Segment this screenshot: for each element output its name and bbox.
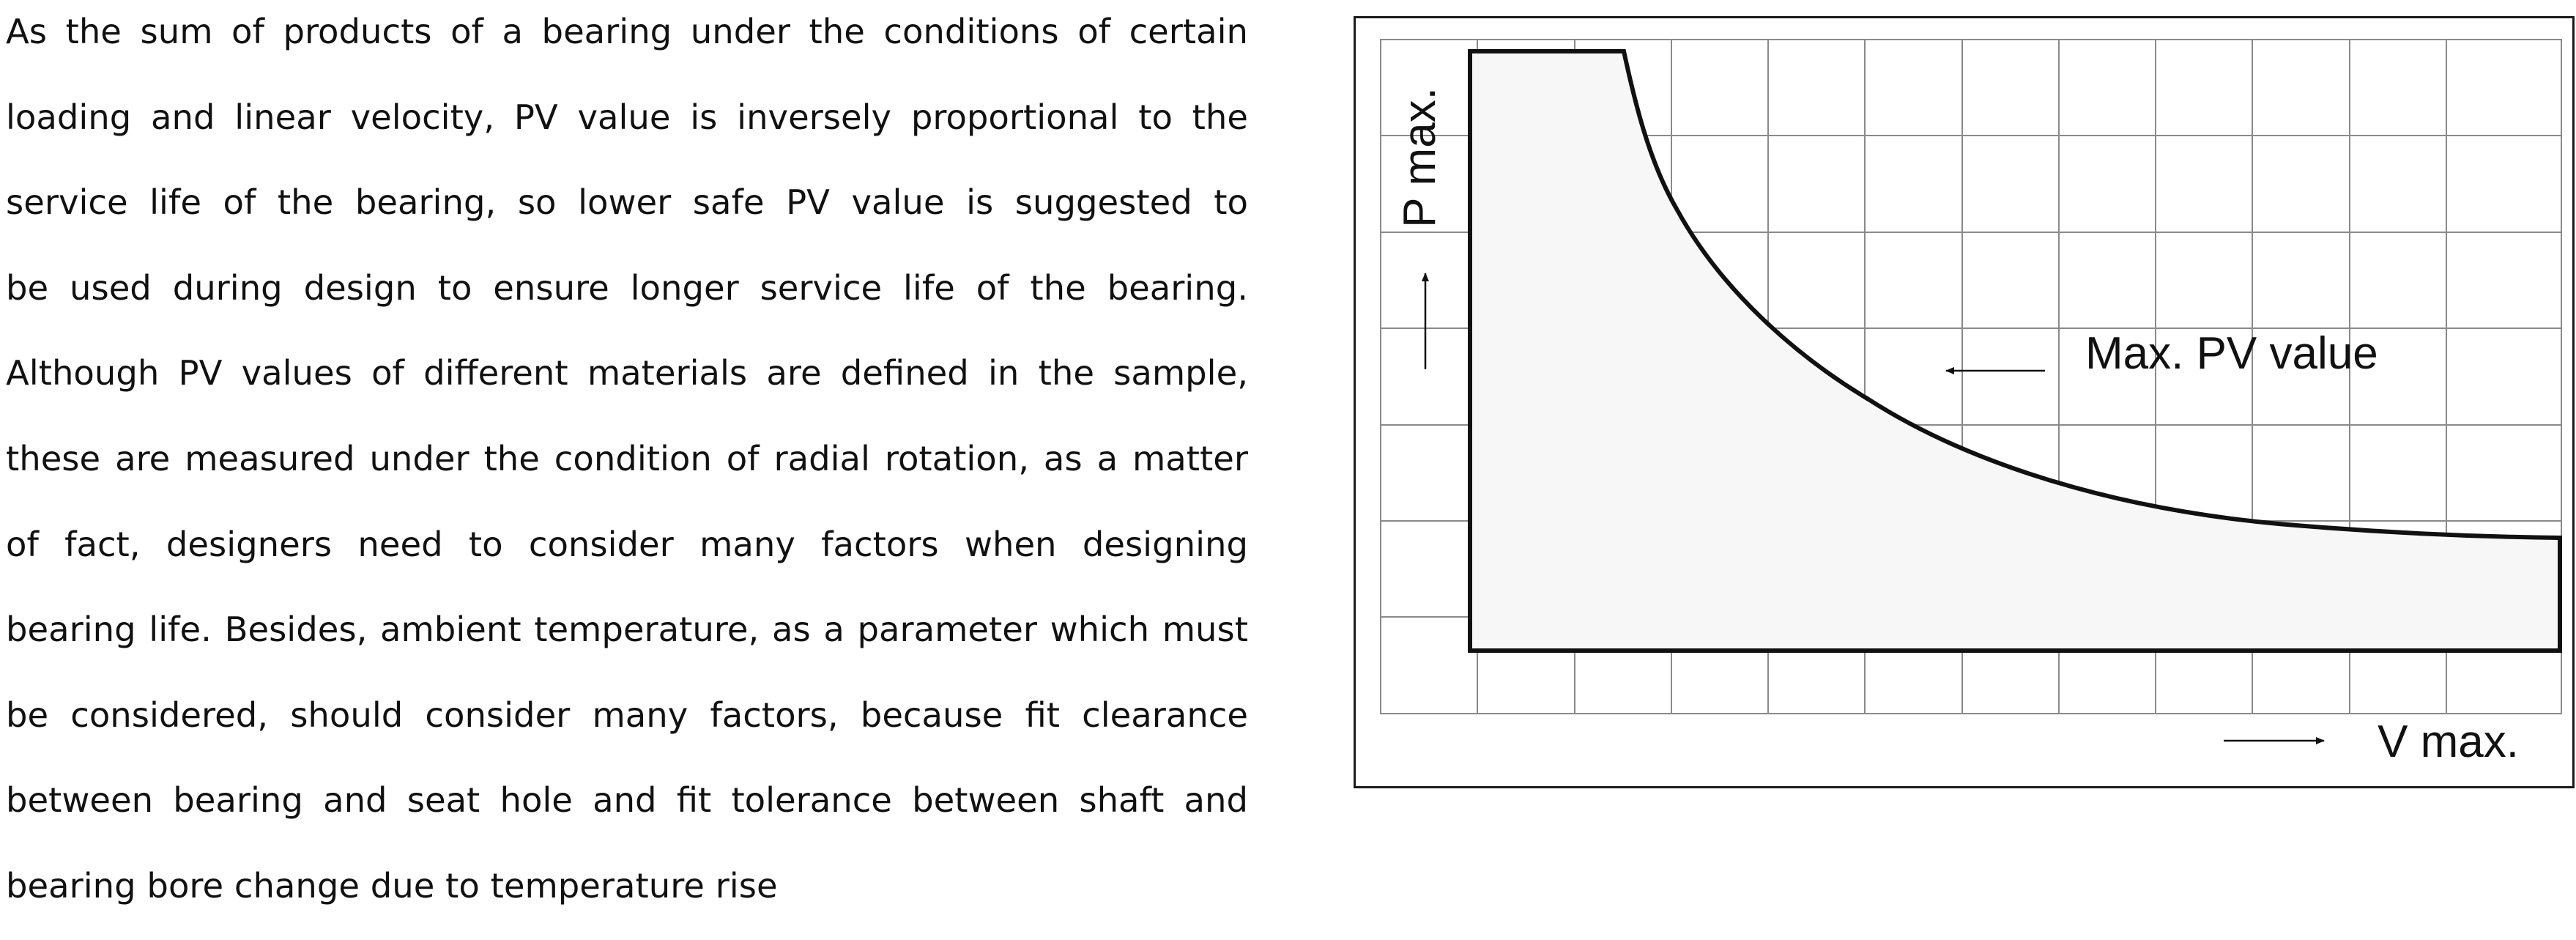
pv-diagram: P max. Max. PV value V max. bbox=[1354, 16, 2575, 788]
y-axis-label: P max. bbox=[1395, 87, 1445, 228]
paragraph-line: Although PV values of different material… bbox=[6, 353, 1248, 393]
paragraph-line: service life of the bearing, so lower sa… bbox=[6, 182, 1248, 223]
paragraph-line: be considered, should consider many fact… bbox=[6, 695, 1248, 735]
plot-frame bbox=[1380, 39, 2562, 714]
x-axis-label: V max. bbox=[2378, 717, 2519, 767]
paragraph-line: loading and linear velocity, PV value is… bbox=[6, 97, 1248, 137]
curve-label: Max. PV value bbox=[2085, 328, 2378, 379]
paragraph-line: bearing bore change due to temperature r… bbox=[6, 865, 778, 906]
paragraph-line: between bearing and seat hole and fit to… bbox=[6, 780, 1248, 821]
pv-region bbox=[1468, 49, 2562, 653]
paragraph-line: As the sum of products of a bearing unde… bbox=[6, 12, 1248, 51]
paragraph: As the sum of products of a bearing unde… bbox=[6, 0, 1248, 940]
paragraph-line: be used during design to ensure longer s… bbox=[6, 267, 1248, 308]
paragraph-line: these are measured under the condition o… bbox=[6, 438, 1248, 478]
paragraph-line: of fact, designers need to consider many… bbox=[6, 524, 1248, 564]
paragraph-line: bearing life. Besides, ambient temperatu… bbox=[6, 610, 1248, 650]
pv-diagram-canvas: P max. Max. PV value V max. bbox=[1380, 39, 2562, 767]
